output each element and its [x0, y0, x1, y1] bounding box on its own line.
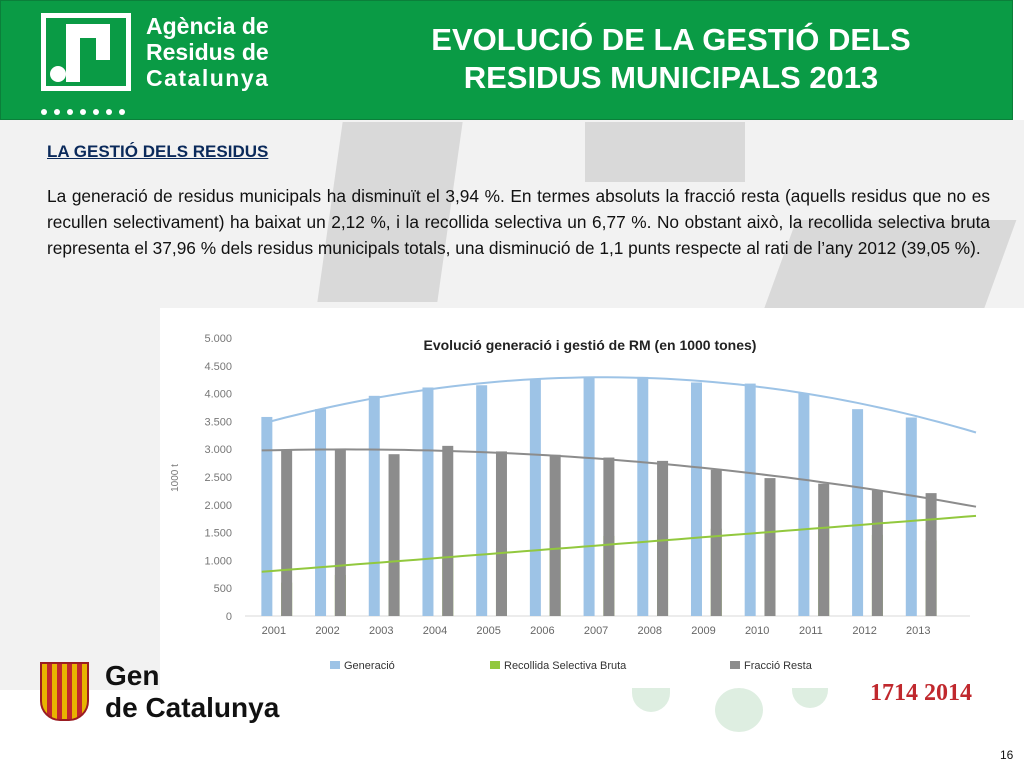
anniversary-logo: 1714 2014 [870, 680, 972, 706]
trendline-fracció-resta [261, 448, 977, 508]
legend-swatch [730, 661, 740, 669]
x-tick-label: 2007 [584, 625, 608, 637]
page-title: EVOLUCIÓ DE LA GESTIÓ DELS RESIDUS MUNIC… [431, 22, 911, 95]
y-tick-label: 4.500 [204, 361, 232, 373]
bar-generació [315, 409, 327, 616]
bar-fracció-resta [710, 469, 722, 616]
x-tick-label: 2003 [369, 625, 393, 637]
legend-swatch [330, 661, 340, 669]
bar-fracció-resta [388, 454, 400, 616]
chart-area: Evolució generació i gestió de RM (en 10… [160, 308, 1024, 690]
x-tick-label: 2010 [745, 625, 769, 637]
y-tick-label: 0 [226, 611, 232, 623]
bar-fracció-resta [442, 445, 454, 616]
background-shape [585, 122, 745, 182]
summary-paragraph: La generació de residus municipals ha di… [47, 186, 990, 258]
legend-swatch [490, 661, 500, 669]
bar-generació [261, 416, 273, 616]
y-tick-label: 2.500 [204, 472, 232, 484]
x-tick-label: 2005 [476, 625, 500, 637]
bar-generació [744, 383, 756, 616]
x-tick-label: 2001 [262, 625, 286, 637]
y-tick-label: 4.000 [204, 389, 232, 401]
bar-generació [529, 379, 541, 616]
bar-fracció-resta [764, 478, 776, 616]
x-tick-label: 2004 [423, 625, 447, 637]
bar-generació [905, 417, 917, 616]
decorative-circle [792, 688, 828, 708]
x-tick-label: 2008 [638, 625, 662, 637]
footer [0, 690, 1024, 768]
bar-generació [798, 393, 810, 616]
x-tick-label: 2011 [799, 625, 823, 637]
trendline-generació [261, 376, 977, 434]
bar-fracció-resta [603, 457, 615, 616]
legend-label: Fracció Resta [744, 660, 813, 672]
x-tick-label: 2012 [852, 625, 876, 637]
waste-evolution-chart: Evolució generació i gestió de RM (en 10… [170, 333, 977, 672]
chart-title: Evolució generació i gestió de RM (en 10… [424, 337, 757, 353]
bar-generació [368, 395, 380, 616]
legend-label: Recollida Selectiva Bruta [504, 660, 627, 672]
y-tick-label: 3.500 [204, 416, 232, 428]
x-tick-label: 2013 [906, 625, 930, 637]
x-tick-label: 2006 [530, 625, 554, 637]
bar-fracció-resta [281, 450, 293, 616]
generalitat-emblem [40, 662, 89, 721]
bar-generació [422, 387, 434, 616]
y-axis-label: 1000 t [170, 464, 181, 492]
trendline-recollida-selectiva-bruta [261, 514, 977, 573]
y-tick-label: 2.000 [204, 500, 232, 512]
bar-fracció-resta [334, 449, 346, 616]
bar-generació [852, 409, 864, 616]
x-tick-label: 2009 [691, 625, 715, 637]
bar-fracció-resta [871, 490, 883, 616]
y-tick-label: 1.000 [204, 555, 232, 567]
bar-generació [476, 385, 488, 616]
y-tick-label: 1.500 [204, 528, 232, 540]
bar-fracció-resta [549, 454, 561, 616]
decorative-circle [715, 688, 763, 732]
agency-name: Agència de Residus de Catalunya [146, 13, 270, 91]
bar-fracció-resta [657, 460, 669, 616]
y-tick-label: 5.000 [204, 333, 232, 345]
bar-fracció-resta [925, 493, 937, 616]
logo-dots [41, 102, 137, 115]
bar-generació [583, 376, 595, 616]
y-tick-label: 500 [214, 583, 232, 595]
bar-fracció-resta [495, 451, 507, 616]
header-banner: Agència de Residus de Catalunya EVOLUCIÓ… [0, 0, 1013, 120]
bar-generació [637, 376, 649, 616]
legend-label: Generació [344, 660, 395, 672]
bar-generació [690, 382, 702, 616]
agency-logo [41, 13, 131, 91]
x-tick-label: 2002 [315, 625, 339, 637]
section-title: LA GESTIÓ DELS RESIDUS [47, 142, 269, 161]
bar-fracció-resta [818, 483, 830, 616]
page-number: 16 [1000, 748, 1014, 762]
generalitat-name: Gen de Catalunya [105, 660, 280, 723]
y-tick-label: 3.000 [204, 444, 232, 456]
